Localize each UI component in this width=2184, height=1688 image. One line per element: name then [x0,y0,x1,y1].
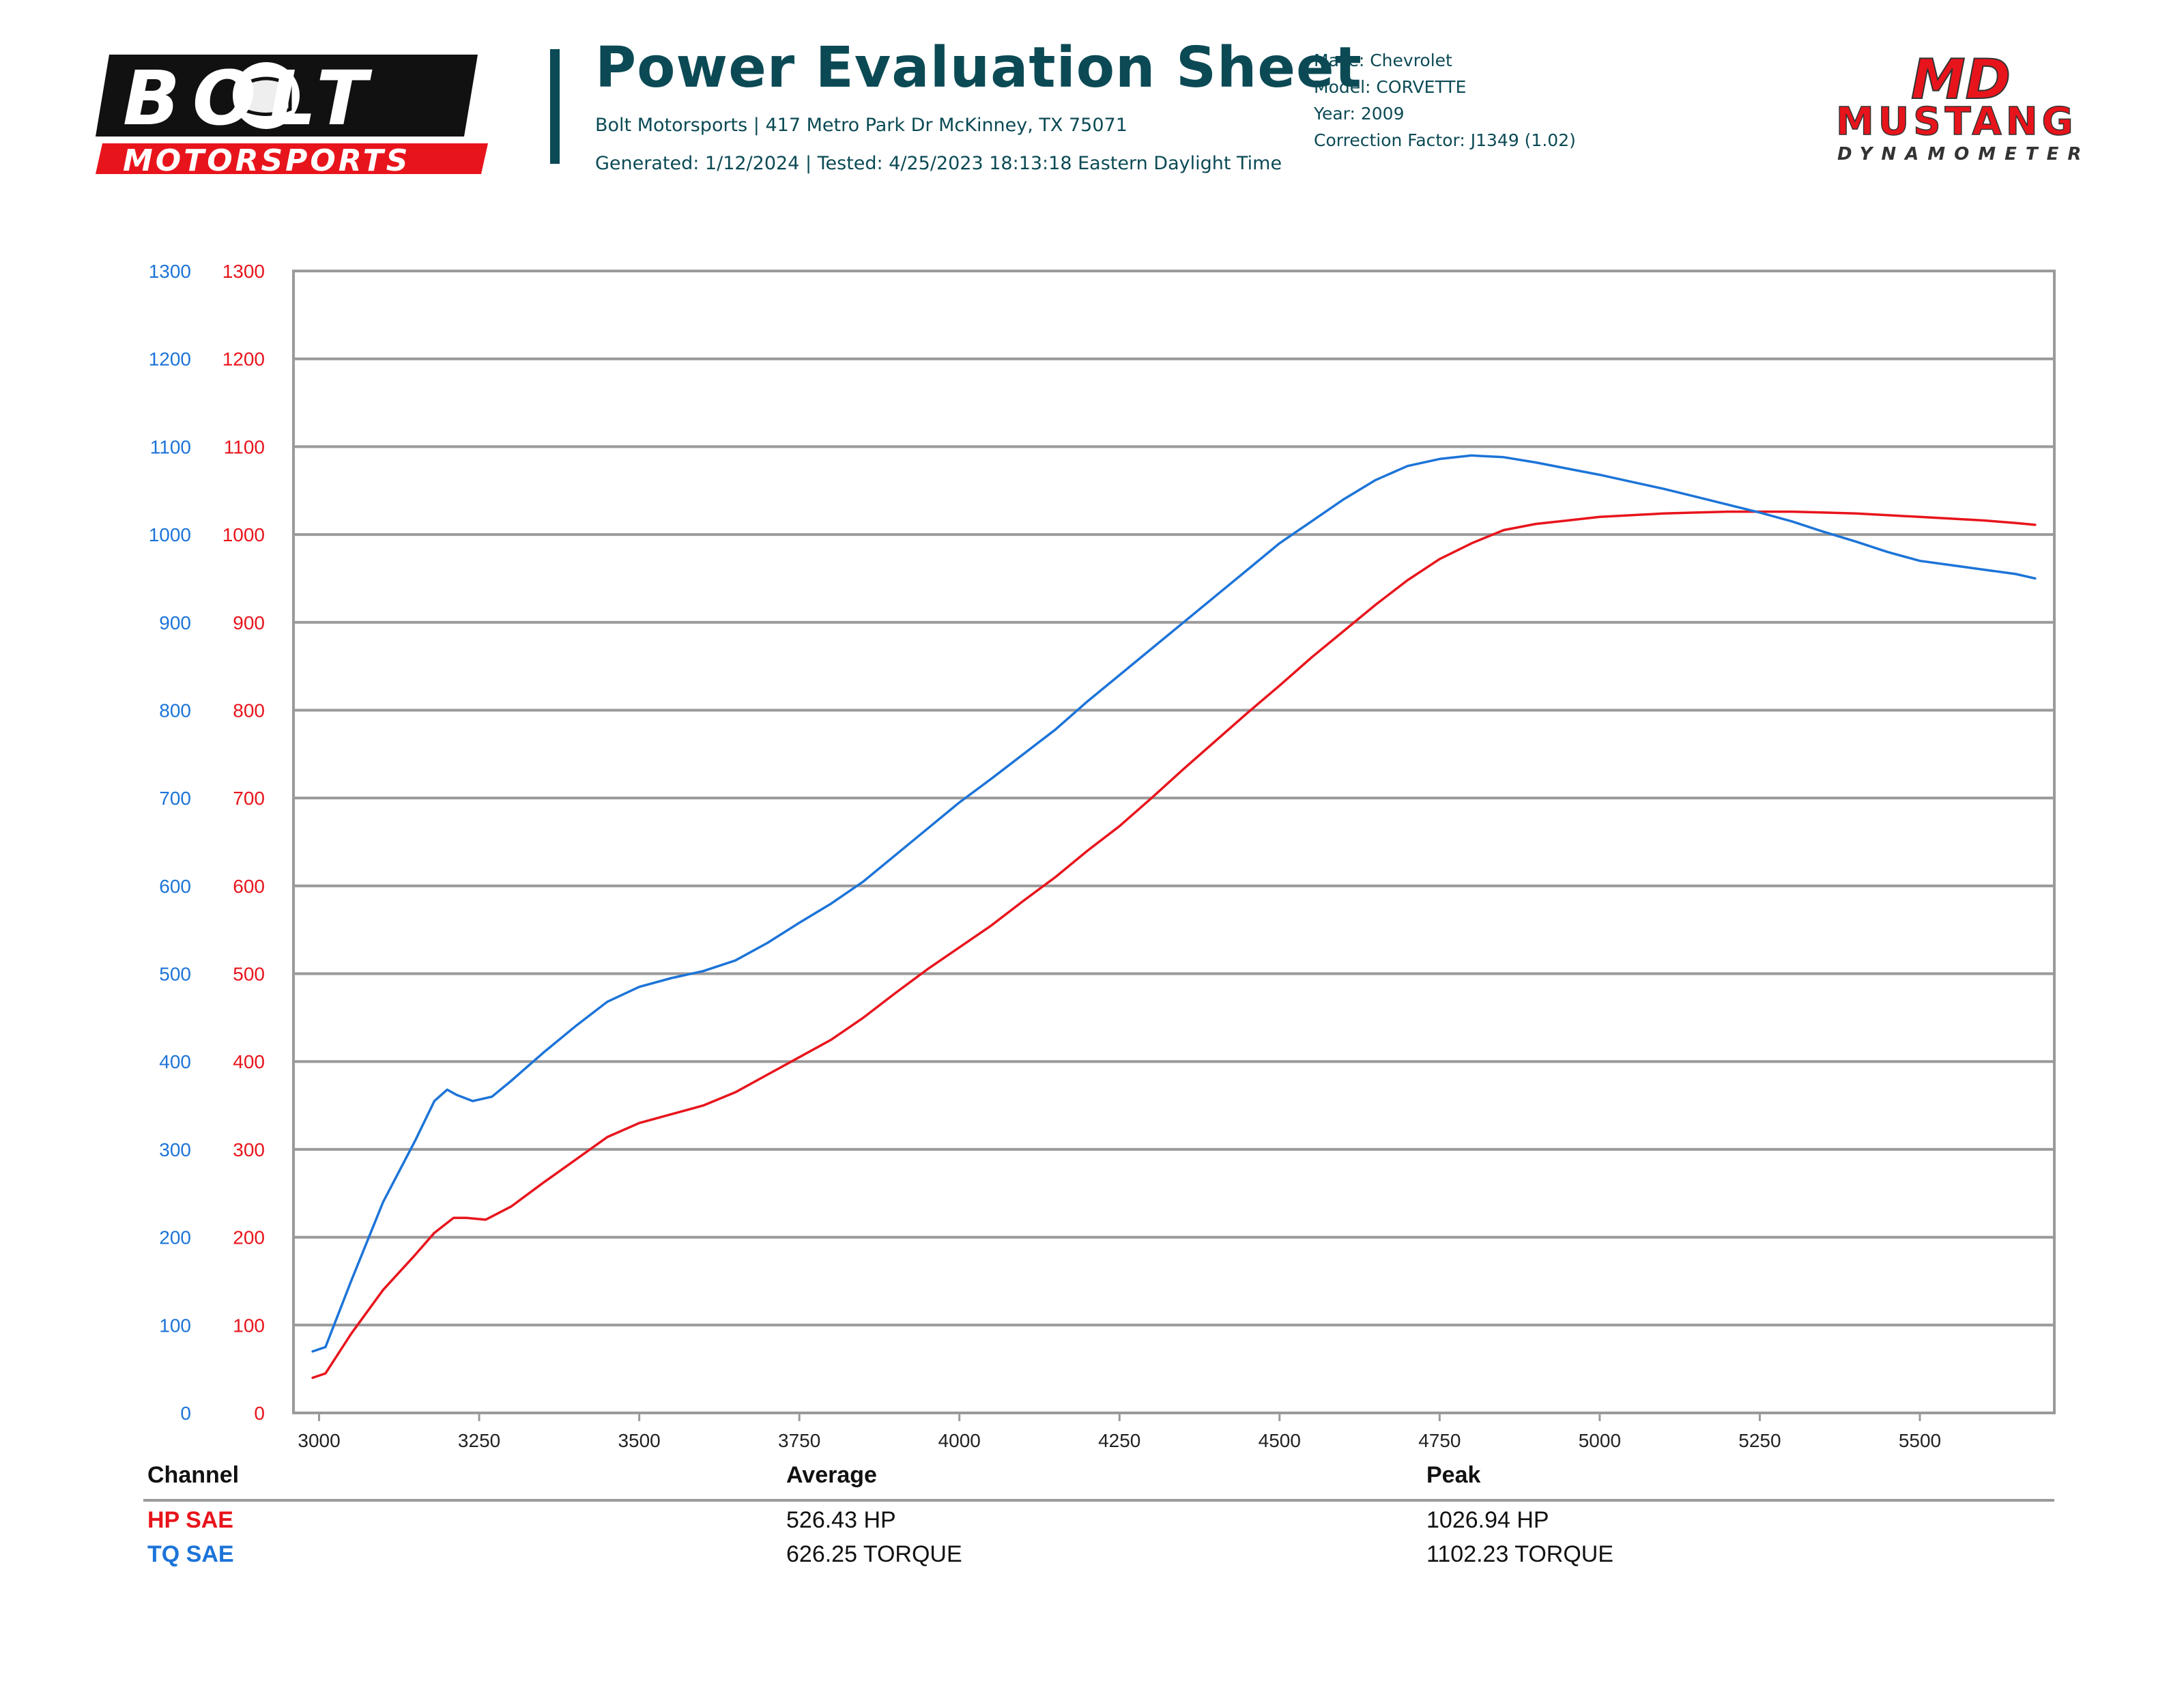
series-line-tq-sae [311,454,2037,1353]
y-tick-left-900: 900 [159,612,191,633]
y-axis-left: 0 100 200 300 400 500 600 700 800 900 1000 1100 1200… [149,261,191,1424]
y-tick-right-100: 100 [233,1315,265,1336]
plot-frame [292,270,2056,1414]
x-tick-4500: 4500 [1259,1430,1301,1451]
y-tick-left-200: 200 [159,1227,191,1248]
table-divider [143,1499,2054,1502]
x-tick-3750: 3750 [778,1430,820,1451]
table-header-channel: Channel [147,1462,240,1488]
x-axis: 3000 3250 3500 3750 4000 4250 4500 4750 5000 5250… [298,1413,1941,1451]
x-tick-5500: 5500 [1899,1430,1941,1451]
y-tick-right-900: 900 [233,612,265,633]
y-tick-right-1000: 1000 [222,524,265,545]
row-tq-channel: TQ SAE [147,1541,234,1567]
vehicle-model: Model: CORVETTE [1314,77,1467,97]
logo-right-bottom: DYNAMOMETER [1837,144,2090,164]
y-tick-right-1100: 1100 [224,436,265,457]
dyno-chart: 0100200300400500600700800900100011001200… [149,261,2056,1451]
y-tick-right-500: 500 [233,964,265,985]
y-tick-left-1200: 1200 [149,349,191,370]
y-tick-left-800: 800 [159,700,191,721]
y-tick-right-1300: 1300 [222,261,265,282]
y-tick-right-600: 600 [233,876,265,897]
y-tick-right-200: 200 [233,1227,265,1248]
y-tick-right-300: 300 [233,1139,265,1160]
logo-right-top: MD [1911,49,2011,111]
plot-background [293,271,2054,1413]
y-tick-left-300: 300 [159,1139,191,1160]
grid-lines [293,357,2054,1327]
vehicle-year: Year: 2009 [1314,104,1405,124]
shop-address: Bolt Motorsports | 417 Metro Park Dr McK… [595,115,1127,136]
row-hp-average: 526.43 HP [786,1507,896,1533]
table-header-peak: Peak [1426,1462,1481,1488]
y-tick-right-800: 800 [233,700,265,721]
vehicle-make: Make: Chevrolet [1314,51,1452,70]
row-hp-peak: 1026.94 HP [1426,1507,1549,1533]
y-tick-left-400: 400 [159,1051,191,1072]
y-tick-right-1200: 1200 [222,349,265,370]
y-tick-left-600: 600 [159,876,191,897]
y-tick-right-400: 400 [233,1051,265,1072]
x-tick-5000: 5000 [1579,1430,1621,1451]
y-tick-left-500: 500 [159,964,191,985]
header-divider [550,49,560,164]
y-tick-left-1000: 1000 [149,524,191,545]
logo-right-mid: MUSTANG [1836,100,2078,144]
y-tick-right-700: 700 [233,788,265,809]
series-line-hp-sae [311,510,2037,1379]
generated-date: Generated: 1/12/2024 | Tested: 4/25/2023… [595,153,1282,174]
row-hp-channel: HP SAE [147,1507,233,1533]
mustang-dynamometer-logo: MD MUSTANG DYNAMOMETER [1835,49,2090,164]
bolt-motorsports-logo: BOLT MOTORSPORTS [96,55,488,177]
page-title: Power Evaluation Sheet [595,35,1362,100]
x-tick-3500: 3500 [618,1430,660,1451]
y-tick-right-0: 0 [254,1403,265,1424]
logo-left-bottom: MOTORSPORTS [123,143,410,177]
row-tq-peak: 1102.23 TORQUE [1426,1541,1614,1567]
x-tick-4250: 4250 [1098,1430,1140,1451]
y-tick-left-1300: 1300 [149,261,191,282]
x-tick-4750: 4750 [1418,1430,1461,1451]
logo-left-top: BOLT [123,55,379,142]
y-axis-right: 0 100 200 300 400 500 600 700 800 900 1000 1100 1200… [222,261,265,1424]
y-tick-left-0: 0 [180,1403,191,1424]
y-tick-left-1100: 1100 [150,436,191,457]
x-tick-3000: 3000 [298,1430,340,1451]
y-tick-left-100: 100 [159,1315,191,1336]
x-tick-4000: 4000 [938,1430,981,1451]
row-tq-average: 626.25 TORQUE [786,1541,962,1567]
table-header-average: Average [786,1462,877,1488]
y-tick-left-700: 700 [159,788,191,809]
x-tick-5250: 5250 [1738,1430,1781,1451]
series-lines [311,454,2037,1379]
correction-factor: Correction Factor: J1349 (1.02) [1314,130,1576,150]
x-tick-3250: 3250 [458,1430,500,1451]
